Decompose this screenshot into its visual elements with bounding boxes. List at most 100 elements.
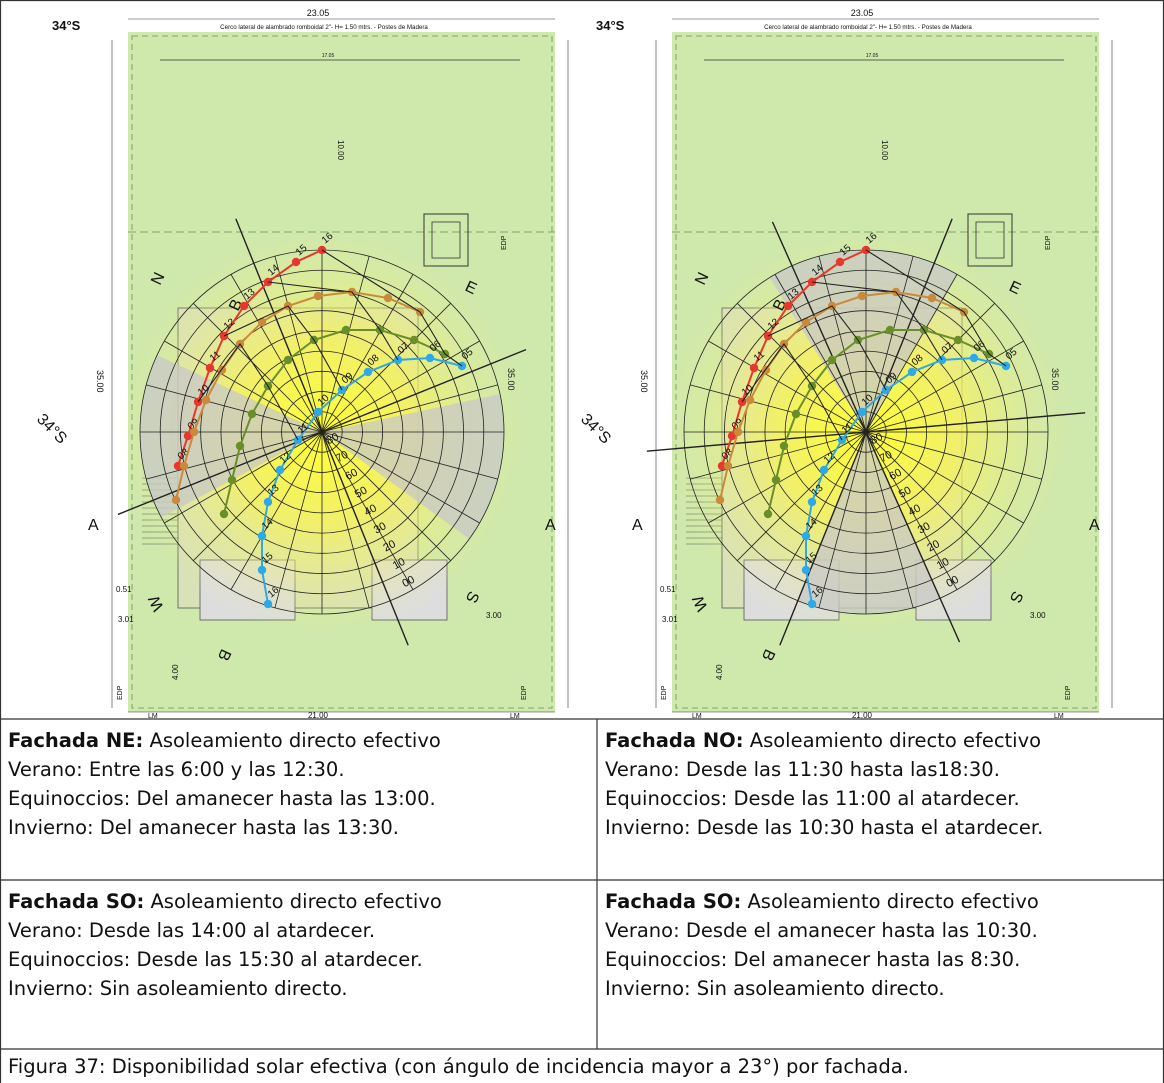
- azimuth-line: [321, 303, 451, 433]
- altitude-label: 60: [887, 467, 903, 483]
- sun-position-dot: [257, 317, 267, 327]
- cell-line: Verano: Desde las 14:00 al atardecer.: [8, 919, 376, 942]
- latitude-label: 34°S: [52, 18, 81, 33]
- azimuth-line: [321, 384, 498, 433]
- azimuth-line: [865, 256, 914, 433]
- azimuth-line: [230, 431, 323, 590]
- sun-position-dot: [383, 293, 393, 303]
- dimension-label: 3.01: [662, 615, 678, 624]
- cell-line: Equinoccios: Desde las 15:30 al atardece…: [8, 948, 423, 971]
- cell-line: Invierno: Desde las 10:30 hasta el atard…: [605, 816, 1044, 839]
- azimuth-line: [274, 256, 323, 433]
- sun-position-dot: [835, 257, 845, 267]
- azimuth-line: [737, 303, 867, 433]
- sun-position-dot: [749, 363, 759, 373]
- cell-title: Fachada NO:: [605, 729, 744, 752]
- sun-position-dot: [857, 291, 867, 301]
- sun-position-dot: [263, 599, 273, 609]
- sun-position-dot: [819, 465, 829, 475]
- sun-position-dot: [969, 353, 979, 363]
- azimuth-line: [321, 431, 480, 524]
- facade-letter-a: A: [1089, 517, 1100, 534]
- dimension-label: 3.00: [1030, 611, 1046, 620]
- cell-line: Invierno: Sin asoleamiento directo.: [8, 977, 348, 1000]
- sun-position-dot: [313, 407, 323, 417]
- sun-position-dot: [827, 355, 837, 365]
- cell-line: Equinoccios: Del amanecer hasta las 8:30…: [605, 948, 1021, 971]
- altitude-label: 00: [944, 574, 960, 590]
- sun-position-dot: [779, 441, 789, 451]
- site-plan-left: 34°S 23.05 Cerco lateral de alambrado romb…: [33, 8, 569, 720]
- azimuth-line: [865, 431, 958, 590]
- hour-line: [865, 249, 1007, 367]
- tank-structure: [423, 213, 469, 267]
- sun-position-dot: [363, 367, 373, 377]
- dimension-label: 0.51: [660, 585, 676, 594]
- altitude-label: 20: [381, 538, 397, 554]
- sun-position-dot: [283, 355, 293, 365]
- cell-line: Verano: Desde las 11:30 hasta las18:30.: [605, 758, 1000, 781]
- sun-position-dot: [425, 353, 435, 363]
- altitude-label: 20: [925, 538, 941, 554]
- lm-label: LM: [510, 713, 520, 720]
- latitude-label: 34°S: [33, 411, 70, 448]
- lm-label: LM: [1054, 713, 1064, 720]
- sun-position-dot: [179, 461, 189, 471]
- lm-label: LM: [148, 713, 158, 720]
- altitude-label: 40: [906, 502, 922, 518]
- edp-label: EDP: [521, 685, 528, 700]
- sun-position-dot: [953, 335, 963, 345]
- latitude-label: 34°S: [596, 18, 625, 33]
- dimension-label: 21.00: [308, 711, 329, 720]
- sun-position-dot: [791, 409, 801, 419]
- azimuth-line: [865, 340, 1024, 433]
- azimuth-line: [708, 431, 867, 524]
- azimuth-line: [865, 303, 995, 433]
- azimuth-line: [737, 431, 867, 561]
- winter-sun-path: [805, 356, 1007, 605]
- altitude-label: 10: [391, 556, 407, 572]
- intermediate-sun-path: [719, 290, 965, 501]
- sun-position-dot: [409, 335, 419, 345]
- sun-position-dot: [235, 441, 245, 451]
- cell-title: Fachada SO:: [8, 890, 145, 913]
- sun-position-dot: [745, 395, 755, 405]
- dimension-label: 10.00: [336, 140, 345, 161]
- cell-line: Verano: Entre las 6:00 y las 12:30.: [8, 758, 345, 781]
- dimension-label: 23.05: [851, 8, 874, 18]
- facade-line-b: [235, 218, 409, 646]
- cell-subtitle: Asoleamiento directo efectivo: [743, 729, 1042, 752]
- azimuth-line: [865, 431, 1042, 480]
- sun-position-dot: [275, 465, 285, 475]
- sun-position-dot: [173, 461, 183, 471]
- sun-position-dot: [771, 475, 781, 485]
- azimuth-line: [865, 431, 1024, 524]
- azimuth-line: [193, 431, 323, 561]
- sun-position-dot: [201, 395, 211, 405]
- site-plan-right: 34°S 23.05 Cerco lateral de alambrado romb…: [577, 8, 1113, 720]
- sun-position-dot: [219, 509, 229, 519]
- shade-sector: [322, 394, 505, 539]
- altitude-label: 10: [935, 556, 951, 572]
- fence-label: Cerco lateral de alambrado romboidal 2"-…: [764, 24, 972, 31]
- facade-so-cell-right: Fachada SO: Asoleamiento directo efectiv…: [598, 883, 1163, 1003]
- altitude-label: 70: [878, 449, 894, 465]
- azimuth-line: [164, 340, 323, 433]
- cell-title: Fachada SO:: [605, 890, 742, 913]
- dimension-label: 4.00: [171, 664, 180, 680]
- azimuth-line: [146, 384, 323, 433]
- azimuth-line: [321, 274, 414, 433]
- sun-position-dot: [715, 495, 725, 505]
- altitude-label: 30: [372, 520, 388, 536]
- lm-label: LM: [692, 713, 702, 720]
- intermediate-sun-path: [175, 290, 421, 501]
- facade-so-cell-left: Fachada SO: Asoleamiento directo efectiv…: [1, 883, 597, 1003]
- dimension-label: 3.01: [118, 615, 134, 624]
- azimuth-line: [774, 431, 867, 590]
- altitude-label: 60: [343, 467, 359, 483]
- hour-line: [223, 305, 343, 391]
- sun-position-dot: [313, 291, 323, 301]
- altitude-label: 00: [400, 574, 416, 590]
- sun-position-dot: [801, 565, 811, 575]
- facade-line-c: [779, 218, 953, 646]
